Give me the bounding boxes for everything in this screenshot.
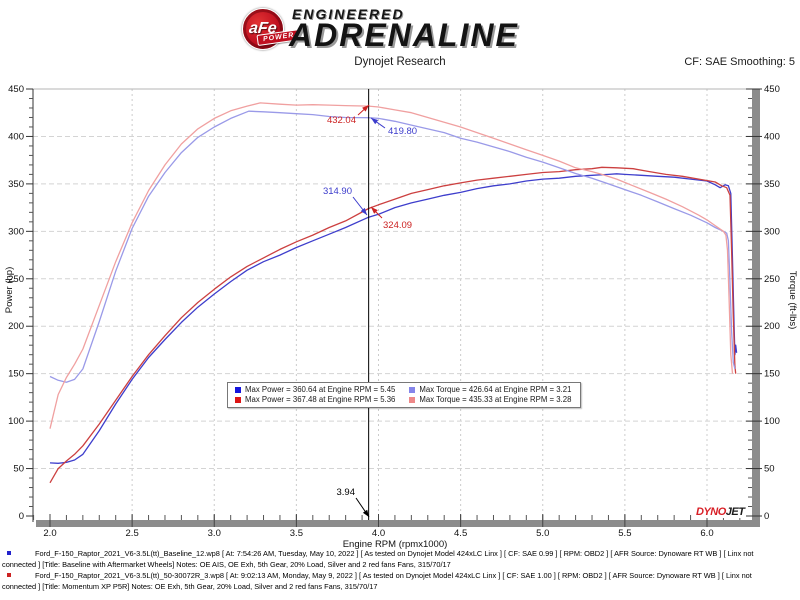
right-tick-label: 150 bbox=[764, 369, 780, 380]
x-tick-label: 3.0 bbox=[208, 528, 221, 539]
right-axis-bar bbox=[752, 89, 760, 527]
right-tick-label: 350 bbox=[764, 179, 780, 190]
x-axis-bar bbox=[36, 520, 760, 527]
left-tick-label: 200 bbox=[8, 321, 24, 332]
afe-brand-logo: aFe POWER ENGINEERED ADRENALINE bbox=[242, 6, 572, 56]
run-entry-baseline: Ford_F-150_Raptor_2021_V6-3.5L(tt)_Basel… bbox=[0, 548, 800, 570]
power-momentum-curve bbox=[49, 166, 737, 484]
cursor-value-annotation: 314.90 bbox=[323, 186, 352, 197]
left-tick-label: 50 bbox=[13, 464, 24, 475]
legend-swatch-icon bbox=[235, 396, 241, 403]
legend-item: Max Torque = 426.64 at Engine RPM = 3.21 bbox=[409, 385, 571, 394]
legend-item: Max Torque = 435.33 at Engine RPM = 3.28 bbox=[409, 395, 571, 404]
report-subtitle: Dynojet Research bbox=[354, 56, 446, 68]
cursor-value-annotation: 432.04 bbox=[327, 115, 356, 126]
brand-adrenaline-text: ADRENALINE bbox=[289, 17, 519, 53]
run-bullet-icon bbox=[7, 551, 11, 555]
left-axis-title: Power (hp) bbox=[4, 267, 15, 313]
legend-label: Max Torque = 435.33 at Engine RPM = 3.28 bbox=[419, 395, 572, 404]
left-tick-label: 150 bbox=[8, 369, 24, 380]
legend-label: Max Power = 367.48 at Engine RPM = 5.36 bbox=[245, 395, 396, 404]
right-tick-label: 300 bbox=[764, 226, 780, 237]
x-tick-label: 4.5 bbox=[454, 528, 467, 539]
dynojet-watermark-logo: DYNOJET bbox=[696, 506, 746, 518]
cursor-value-annotation: 3.94 bbox=[337, 487, 356, 498]
legend-label: Max Torque = 426.64 at Engine RPM = 3.21 bbox=[419, 385, 572, 394]
torque-baseline-curve bbox=[49, 110, 736, 383]
x-tick-label: 2.0 bbox=[43, 528, 56, 539]
run-bullet-icon bbox=[7, 573, 11, 577]
left-tick-label: 0 bbox=[19, 511, 24, 522]
left-tick-label: 350 bbox=[8, 179, 24, 190]
left-tick-label: 100 bbox=[8, 416, 24, 427]
cursor-value-annotation: 419.80 bbox=[388, 126, 417, 137]
annotation-arrowhead-icon bbox=[360, 207, 367, 215]
run-info-line: connected ] [Title: Baseline with Afterm… bbox=[2, 560, 451, 569]
right-tick-label: 0 bbox=[764, 511, 769, 522]
annotation-arrowhead-icon bbox=[362, 105, 369, 112]
power-baseline-curve bbox=[49, 173, 738, 464]
annotation-arrowhead-icon bbox=[362, 509, 369, 517]
run-info-footer: Ford_F-150_Raptor_2021_V6-3.5L(tt)_Basel… bbox=[0, 548, 800, 592]
legend-label: Max Power = 360.64 at Engine RPM = 5.45 bbox=[245, 385, 396, 394]
right-tick-label: 50 bbox=[764, 464, 775, 475]
x-axis-title: Engine RPM (rpmx1000) bbox=[343, 539, 448, 550]
run-entry-momentum: Ford_F-150_Raptor_2021_V6-3.5L(tt)_50-30… bbox=[0, 570, 800, 592]
left-tick-label: 400 bbox=[8, 131, 24, 142]
right-axis-title: Torque (ft-lbs) bbox=[787, 271, 798, 330]
x-tick-label: 2.5 bbox=[126, 528, 139, 539]
annotation-arrowhead-icon bbox=[371, 118, 379, 125]
legend-swatch-icon bbox=[409, 386, 416, 393]
x-tick-label: 5.0 bbox=[536, 528, 549, 539]
left-tick-label: 300 bbox=[8, 226, 24, 237]
run-info-line: Ford_F-150_Raptor_2021_V6-3.5L(tt)_50-30… bbox=[35, 571, 752, 580]
right-tick-label: 200 bbox=[764, 321, 780, 332]
right-tick-label: 250 bbox=[764, 274, 780, 285]
right-tick-label: 100 bbox=[764, 416, 780, 427]
right-tick-label: 400 bbox=[764, 131, 780, 142]
x-tick-label: 3.5 bbox=[290, 528, 303, 539]
brand-engineered-text: ENGINEERED bbox=[292, 6, 405, 22]
left-tick-label: 250 bbox=[8, 274, 24, 285]
annotation-arrowhead-icon bbox=[371, 207, 378, 214]
max-values-legend: Max Power = 360.64 at Engine RPM = 5.45 M… bbox=[227, 382, 582, 408]
run-info-line: connected ] [Title: Momentum XP P5R] Not… bbox=[2, 582, 378, 591]
legend-swatch-icon bbox=[409, 396, 416, 403]
x-tick-label: 5.5 bbox=[618, 528, 631, 539]
left-tick-label: 450 bbox=[8, 84, 24, 95]
legend-item: Max Power = 367.48 at Engine RPM = 5.36 bbox=[235, 395, 395, 404]
legend-item: Max Power = 360.64 at Engine RPM = 5.45 bbox=[235, 385, 395, 394]
x-tick-label: 6.0 bbox=[700, 528, 713, 539]
legend-swatch-icon bbox=[235, 386, 241, 393]
right-tick-label: 450 bbox=[764, 84, 780, 95]
cursor-value-annotation: 324.09 bbox=[383, 220, 412, 231]
x-tick-label: 4.0 bbox=[372, 528, 385, 539]
watermark-backdrop bbox=[693, 504, 745, 518]
run-info-line: Ford_F-150_Raptor_2021_V6-3.5L(tt)_Basel… bbox=[35, 549, 754, 558]
smoothing-note: CF: SAE Smoothing: 5 bbox=[684, 56, 795, 68]
torque-momentum-curve bbox=[49, 102, 734, 429]
